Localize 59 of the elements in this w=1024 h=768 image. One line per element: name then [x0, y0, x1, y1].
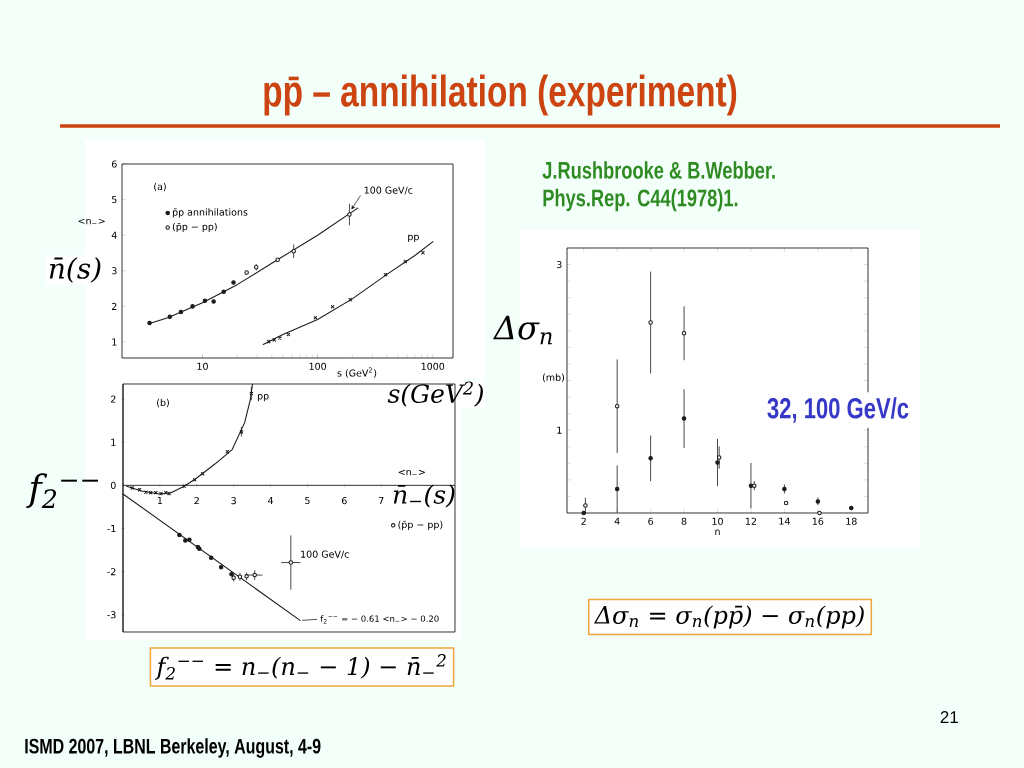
text: 21: [940, 711, 958, 723]
x-tick-label: 16: [812, 517, 824, 525]
y-tick-label: 2: [111, 302, 117, 310]
annotation: 100 GeV/c: [301, 550, 349, 559]
chart-title: pp̄ – annihilation (experiment): [264, 74, 737, 116]
series-label: pp: [257, 394, 269, 402]
y-tick-label: -1: [107, 525, 116, 532]
y-tick-label: 1: [112, 338, 117, 346]
x-tick-label: 4: [614, 517, 620, 525]
y-tick-label: -2: [107, 568, 116, 576]
text: Δσ$_{n}$ = σ$_{n}$(pp̄) − σ$_{n}$(pp): [593, 605, 864, 629]
annotation: n̄$_{−}$(s): [393, 484, 455, 508]
y-tick-label: 0: [110, 481, 116, 489]
x-tick-label: 14: [779, 517, 790, 525]
text: f$_{2}$$^{−−}$ = n$_{−}$(n$_{−}$ − 1) − n̄$_{−}$2: [154, 654, 446, 680]
x-axis-title: s (GeV$^{2}$): [337, 367, 377, 378]
x-tick-label: 2: [194, 497, 199, 505]
text: n̄(s): [49, 257, 101, 283]
x-tick-label: 6: [648, 517, 654, 525]
text: ISMD 2007, LBNL Berkeley, August, 4-9: [25, 738, 321, 758]
y-tick-label: 5: [112, 196, 117, 204]
annotation: (b): [157, 398, 169, 408]
legend-label: (p̄p − pp): [172, 222, 217, 233]
x-tick-label: 10: [712, 517, 723, 525]
legend-label: p̄p annihilations: [172, 208, 248, 218]
x-axis-title: n: [715, 529, 720, 535]
x-tick-label: 7: [378, 497, 384, 504]
x-tick-label: 1: [157, 497, 163, 504]
y-tick-label: 3: [112, 267, 117, 275]
x-tick-label: 10: [197, 362, 208, 370]
legend-label: (p̄p − pp): [398, 520, 443, 530]
text: J.Rushbrooke & B.Webber.: [542, 161, 775, 179]
text: Δσ$_{n}$: [492, 315, 552, 345]
x-tick-label: 12: [745, 517, 757, 525]
annotation: 32, 100 GeV/c: [767, 397, 909, 423]
annotation: 100 GeV/c: [364, 186, 413, 195]
x-tick-label: 6: [341, 497, 347, 505]
x-tick-label: 3: [231, 497, 236, 505]
y-tick-label: 6: [111, 160, 117, 168]
x-tick-label: 100: [309, 362, 327, 370]
x-tick-label: 2: [581, 517, 586, 525]
annotation: (a): [154, 182, 166, 192]
x-tick-label: 4: [267, 497, 274, 504]
y-tick-label: 4: [111, 231, 117, 239]
series-label: pp: [408, 234, 419, 242]
y-axis-title: (mb): [542, 373, 564, 383]
x-tick-label: 18: [846, 517, 857, 525]
x-tick-label: 5: [305, 497, 310, 505]
x-tick-label: 8: [681, 517, 687, 525]
y-tick-label: 2: [110, 395, 116, 403]
x-axis-title: <n$_{−}$>: [398, 469, 425, 476]
annotation: f$_{2}$$^{−−}$ = − 0.61 <n$_{−}$> − 0.20: [320, 615, 439, 624]
y-axis-title: f$_{2}$−−: [26, 473, 99, 509]
x-tick-label: 1000: [421, 362, 445, 370]
y-axis-title: <n$_{−}$>: [78, 218, 105, 225]
y-tick-label: -3: [107, 611, 116, 619]
text: Phys.Rep. C44(1978)1.: [543, 188, 738, 212]
annotation: s(GeV$^{2}$): [387, 381, 483, 407]
y-tick-label: 1: [111, 438, 116, 446]
